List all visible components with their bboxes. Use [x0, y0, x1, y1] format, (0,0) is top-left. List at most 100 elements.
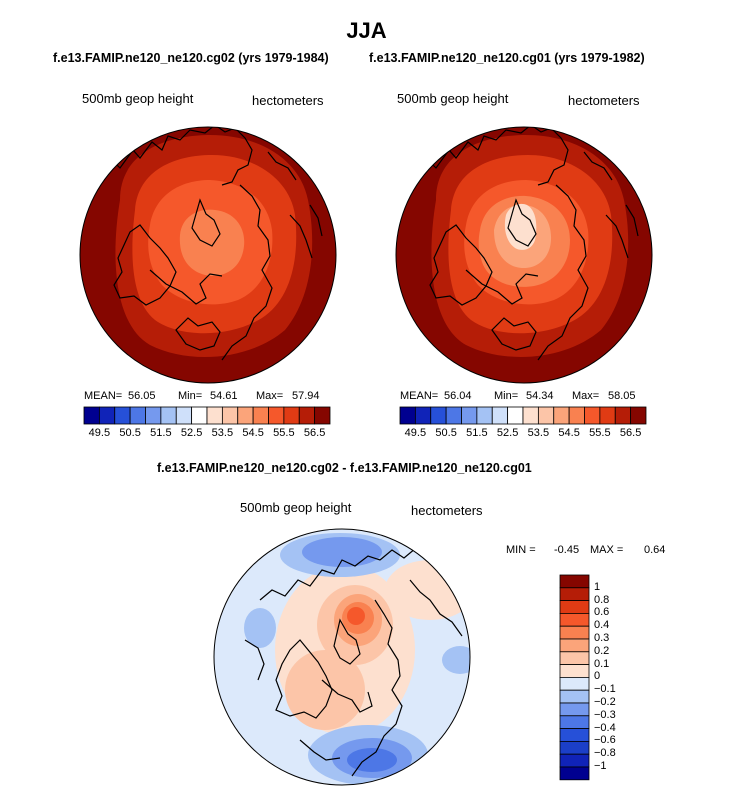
- diff-field-neg-4: [347, 748, 397, 772]
- diff-coastlines: [244, 547, 470, 777]
- colorbar-diff-box-13: [559, 741, 590, 755]
- left-units-label: hectometers: [252, 93, 324, 108]
- left-max-label: Max=: [256, 390, 284, 402]
- colorbar-diff-box-15: [559, 766, 590, 781]
- colorbar-diff-box-1: [559, 587, 590, 601]
- diff-min-label: MIN =: [506, 544, 536, 556]
- colorbar-right-tick-2: 51.5: [466, 427, 488, 439]
- diff-field-pos-2: [285, 650, 365, 730]
- colorbar-right-box-15: [630, 406, 647, 425]
- diff-max-value: 0.64: [644, 544, 666, 556]
- left-map: [80, 127, 336, 383]
- colorbar-left-tick-2: 51.5: [150, 427, 172, 439]
- colorbar-right-box-3: [445, 406, 462, 425]
- right-mean-label: MEAN=: [400, 390, 439, 402]
- colorbar-left-box-9: [221, 406, 239, 425]
- colorbar-right-tick-4: 53.5: [527, 427, 550, 439]
- right-min-value: 54.34: [526, 390, 554, 402]
- left-max-value: 57.94: [292, 390, 320, 402]
- colorbar-right-box-9: [537, 406, 555, 425]
- left-min-value: 54.61: [210, 390, 238, 402]
- colorbar-diff-tick-10: −0.3: [594, 708, 616, 721]
- right-field-band-6: [504, 203, 537, 250]
- colorbar-diff-tick-11: −0.4: [594, 721, 616, 734]
- colorbar-left-box-7: [191, 406, 208, 425]
- diff-field-neg-5: [442, 646, 470, 674]
- colorbar-left-box-5: [160, 406, 177, 425]
- colorbar-left-box-15: [314, 406, 331, 425]
- right-units-label: hectometers: [568, 93, 640, 108]
- colorbar-diff-tick-7: 0: [594, 670, 601, 683]
- colorbar-diff-box-9: [559, 689, 590, 704]
- colorbar-left-box-6: [175, 406, 193, 425]
- colorbar-diff-box-7: [559, 664, 590, 678]
- colorbar-diff-tick-6: 0.1: [594, 657, 610, 670]
- colorbar-diff-box-10: [559, 702, 590, 717]
- diff-panel-subtitle: f.e13.FAMIP.ne120_ne120.cg02 - f.e13.FAM…: [157, 461, 532, 475]
- diff-max-label: MAX =: [590, 544, 624, 556]
- left-mean-label: MEAN=: [84, 390, 123, 402]
- colorbar-left-box-14: [298, 406, 316, 425]
- colorbar-diff-box-11: [559, 715, 590, 729]
- colorbar-diff-tick-5: 0.2: [594, 644, 610, 657]
- colorbar-left-tick-1: 50.5: [119, 427, 141, 439]
- colorbar-diff-tick-0: 1: [594, 580, 601, 593]
- right-mean-value: 56.04: [444, 390, 472, 402]
- left-panel-subtitle: f.e13.FAMIP.ne120_ne120.cg02 (yrs 1979-1…: [53, 51, 329, 65]
- right-max-label: Max=: [572, 390, 600, 402]
- colorbar-left-tick-3: 52.5: [180, 427, 203, 439]
- colorbar-diff-box-12: [559, 728, 590, 742]
- right-map-border: [395, 126, 653, 384]
- colorbar-diff-box-14: [559, 753, 590, 768]
- right-coastlines: [415, 127, 639, 361]
- colorbar-diff-tick-4: 0.3: [594, 632, 610, 644]
- right-map: [396, 127, 652, 383]
- colorbar-left-tick-6: 55.5: [273, 427, 295, 439]
- colorbar-left-tick-0: 49.5: [88, 427, 111, 439]
- colorbar-right-box-10: [553, 406, 570, 425]
- colorbar-right-box-14: [614, 406, 632, 425]
- diff-field-neg-6: [244, 608, 276, 648]
- colorbar-right-tick-0: 49.5: [404, 427, 427, 439]
- colorbar-diff-box-5: [559, 638, 590, 653]
- colorbar-right-box-6: [491, 406, 509, 425]
- colorbar-left-box-1: [98, 406, 116, 425]
- colorbar-diff-box-8: [559, 677, 590, 691]
- left-variable-label: 500mb geop height: [82, 91, 194, 106]
- colorbar-diff-box-2: [559, 600, 590, 614]
- diff-colorbar: [559, 574, 590, 781]
- colorbar-right-tick-3: 52.5: [496, 427, 519, 439]
- colorbar-left-box-10: [237, 406, 254, 425]
- right-panel-subtitle: f.e13.FAMIP.ne120_ne120.cg01 (yrs 1979-1…: [369, 51, 645, 65]
- colorbar-right-tick-5: 54.5: [558, 427, 580, 439]
- right-variable-label: 500mb geop height: [397, 91, 509, 106]
- colorbar-diff-tick-3: 0.4: [594, 619, 610, 632]
- left-coastlines: [99, 127, 323, 361]
- colorbar-right-tick-6: 55.5: [589, 427, 611, 439]
- colorbar-left-tick-7: 56.5: [303, 427, 326, 439]
- colorbar-left-tick-4: 53.5: [211, 427, 234, 439]
- colorbar-left-box-8: [206, 406, 223, 425]
- colorbar-right-tick-7: 56.5: [619, 427, 642, 439]
- colorbar-right-box-0: [399, 406, 416, 425]
- colorbar-right-box-5: [476, 406, 493, 425]
- colorbar-left-tick-5: 54.5: [242, 427, 264, 439]
- colorbar-right-box-8: [522, 406, 539, 425]
- colorbar-left-box-12: [268, 406, 285, 425]
- figure-title: JJA: [346, 18, 387, 43]
- diff-min-value: -0.45: [554, 544, 580, 556]
- colorbar-diff-tick-12: −0.6: [594, 734, 616, 747]
- colorbar-right-tick-1: 50.5: [435, 427, 457, 439]
- colorbar-right-box-12: [584, 406, 601, 425]
- colorbar-diff-tick-14: −1: [594, 760, 607, 772]
- colorbar-right-box-7: [507, 406, 524, 425]
- diff-map-border: [213, 528, 471, 786]
- colorbar-diff-box-6: [559, 651, 590, 665]
- right-max-value: 58.05: [608, 390, 636, 402]
- colorbar-left-box-0: [83, 406, 100, 425]
- colorbar-right-box-13: [599, 406, 616, 425]
- colorbar-left-box-11: [252, 406, 269, 425]
- colorbar-left-box-4: [145, 406, 162, 425]
- colorbar-left-box-2: [114, 406, 131, 425]
